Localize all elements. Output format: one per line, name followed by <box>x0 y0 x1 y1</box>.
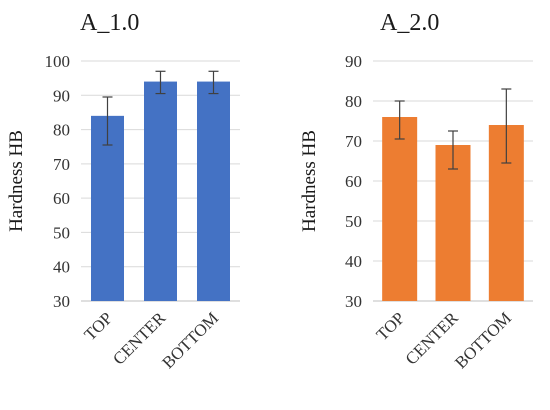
y-tick-label: 30 <box>345 292 362 311</box>
y-tick-label: 60 <box>345 172 362 191</box>
y-tick-label: 40 <box>345 252 362 271</box>
y-axis-label: Hardness HB <box>6 130 27 232</box>
chart-title: A_2.0 <box>380 10 439 36</box>
bar-top <box>382 117 418 301</box>
y-tick-label: 90 <box>53 86 70 105</box>
y-axis-label: Hardness HB <box>299 130 320 232</box>
y-tick-label: 90 <box>345 52 362 71</box>
y-tick-label: 50 <box>345 212 362 231</box>
y-tick-label: 40 <box>53 258 70 277</box>
x-tick-label: BOTTOM <box>451 308 515 372</box>
y-tick-label: 60 <box>53 189 70 208</box>
x-tick-label: TOP <box>80 308 116 344</box>
y-tick-label: 100 <box>45 52 71 71</box>
chart-title: A_1.0 <box>80 10 139 36</box>
y-tick-label: 80 <box>53 121 70 140</box>
y-tick-label: 30 <box>53 292 70 311</box>
bar-top <box>91 115 124 301</box>
bar-bottom <box>197 81 230 301</box>
bar-center <box>144 81 177 301</box>
x-tick-label: TOP <box>373 308 409 344</box>
y-tick-label: 50 <box>53 223 70 242</box>
y-tick-label: 80 <box>345 92 362 111</box>
y-tick-label: 70 <box>53 155 70 174</box>
y-tick-label: 70 <box>345 132 362 151</box>
bar-center <box>435 145 471 301</box>
x-tick-label: BOTTOM <box>158 308 222 372</box>
